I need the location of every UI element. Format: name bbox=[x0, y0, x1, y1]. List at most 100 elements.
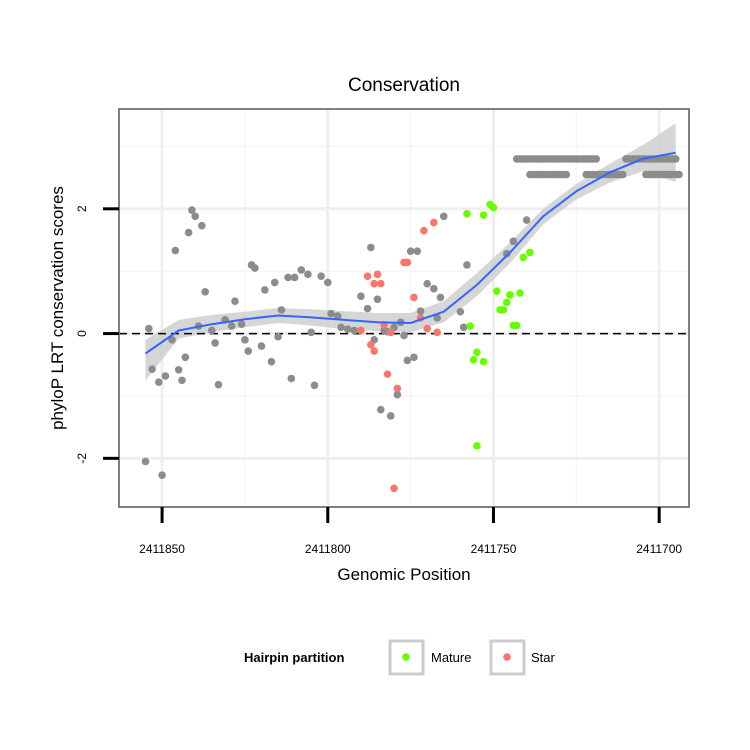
point-star bbox=[370, 347, 378, 355]
smooth-line-layer bbox=[144, 151, 676, 355]
point-other bbox=[274, 332, 282, 341]
point-other bbox=[270, 278, 279, 287]
point-other bbox=[430, 284, 438, 293]
points-layer bbox=[141, 155, 683, 493]
point-star bbox=[430, 218, 438, 227]
point-mature bbox=[516, 289, 524, 297]
point-mature bbox=[479, 211, 488, 219]
point-mature bbox=[512, 321, 521, 330]
point-other bbox=[585, 155, 594, 163]
point-other bbox=[416, 307, 425, 315]
point-other bbox=[406, 247, 415, 256]
legend-label-mature: Mature bbox=[431, 650, 471, 665]
point-other bbox=[393, 390, 402, 399]
point-other bbox=[413, 247, 422, 256]
x-tick-label: 2411700 bbox=[636, 542, 682, 556]
point-other bbox=[261, 286, 269, 294]
y-axis-title: phyloP LRT conservation scores bbox=[48, 186, 67, 430]
point-other bbox=[211, 339, 219, 347]
point-other bbox=[333, 312, 342, 320]
point-star bbox=[383, 370, 392, 378]
point-other bbox=[161, 372, 170, 380]
point-other bbox=[310, 381, 319, 390]
point-mature bbox=[466, 322, 475, 330]
plot-border bbox=[118, 108, 690, 508]
point-other bbox=[237, 320, 246, 329]
point-other bbox=[436, 293, 445, 302]
y-axis: -2 0 2 bbox=[75, 205, 119, 464]
x-axis-title: Genomic Position bbox=[337, 565, 470, 584]
point-mature bbox=[519, 253, 528, 262]
point-other bbox=[214, 380, 223, 389]
point-other bbox=[201, 287, 209, 296]
point-other bbox=[323, 278, 332, 287]
point-other bbox=[343, 325, 352, 334]
point-star bbox=[393, 384, 402, 393]
point-other bbox=[363, 304, 372, 313]
point-other bbox=[191, 212, 200, 221]
point-other bbox=[207, 326, 216, 335]
point-star bbox=[373, 270, 382, 279]
point-other bbox=[509, 237, 518, 246]
point-other bbox=[304, 270, 312, 279]
point-mature bbox=[506, 291, 514, 299]
point-other bbox=[439, 212, 448, 221]
point-other bbox=[615, 170, 624, 179]
point-other bbox=[181, 353, 190, 362]
x-tick-label: 2411800 bbox=[305, 542, 351, 556]
point-other bbox=[433, 314, 441, 322]
point-other bbox=[671, 155, 680, 163]
point-other bbox=[377, 405, 385, 414]
point-star bbox=[363, 272, 372, 280]
point-star bbox=[357, 326, 365, 335]
point-mature bbox=[473, 348, 481, 357]
point-other bbox=[373, 295, 382, 304]
legend-key-mature bbox=[402, 653, 410, 661]
point-other bbox=[257, 342, 266, 350]
point-other bbox=[386, 412, 395, 420]
point-star bbox=[386, 328, 395, 337]
point-other bbox=[459, 323, 468, 332]
point-star bbox=[423, 324, 431, 333]
legend-key-star bbox=[503, 653, 511, 661]
point-other bbox=[410, 353, 418, 362]
point-other bbox=[522, 216, 531, 224]
point-other bbox=[357, 292, 365, 300]
point-other bbox=[148, 365, 156, 373]
point-other bbox=[463, 261, 471, 269]
point-star bbox=[367, 341, 375, 349]
y-tick-label: -2 bbox=[75, 453, 89, 464]
point-other bbox=[307, 328, 316, 337]
point-other bbox=[277, 306, 286, 314]
point-other bbox=[350, 326, 359, 335]
y-tick-label: 0 bbox=[75, 330, 89, 337]
point-other bbox=[158, 471, 166, 479]
point-star bbox=[410, 293, 418, 302]
point-other bbox=[244, 347, 253, 355]
point-other bbox=[400, 331, 408, 340]
point-mature bbox=[502, 298, 511, 307]
point-other bbox=[178, 376, 186, 385]
point-other bbox=[403, 356, 412, 365]
point-other bbox=[297, 266, 306, 274]
point-other bbox=[456, 307, 465, 316]
point-other bbox=[241, 336, 249, 344]
point-other bbox=[267, 357, 276, 366]
y-tick-label: 2 bbox=[75, 205, 89, 212]
point-star bbox=[370, 279, 378, 288]
point-other bbox=[327, 309, 335, 318]
point-mature bbox=[479, 357, 488, 366]
point-other bbox=[171, 246, 180, 255]
point-other bbox=[290, 273, 299, 282]
point-mature bbox=[463, 210, 471, 218]
point-star bbox=[390, 484, 398, 493]
point-other bbox=[675, 170, 683, 179]
point-mature bbox=[489, 203, 498, 212]
point-other bbox=[562, 170, 571, 179]
point-other bbox=[367, 243, 375, 252]
point-other bbox=[168, 336, 176, 344]
point-other bbox=[227, 322, 236, 330]
x-tick-label: 2411750 bbox=[471, 542, 517, 556]
point-mature bbox=[492, 287, 501, 295]
